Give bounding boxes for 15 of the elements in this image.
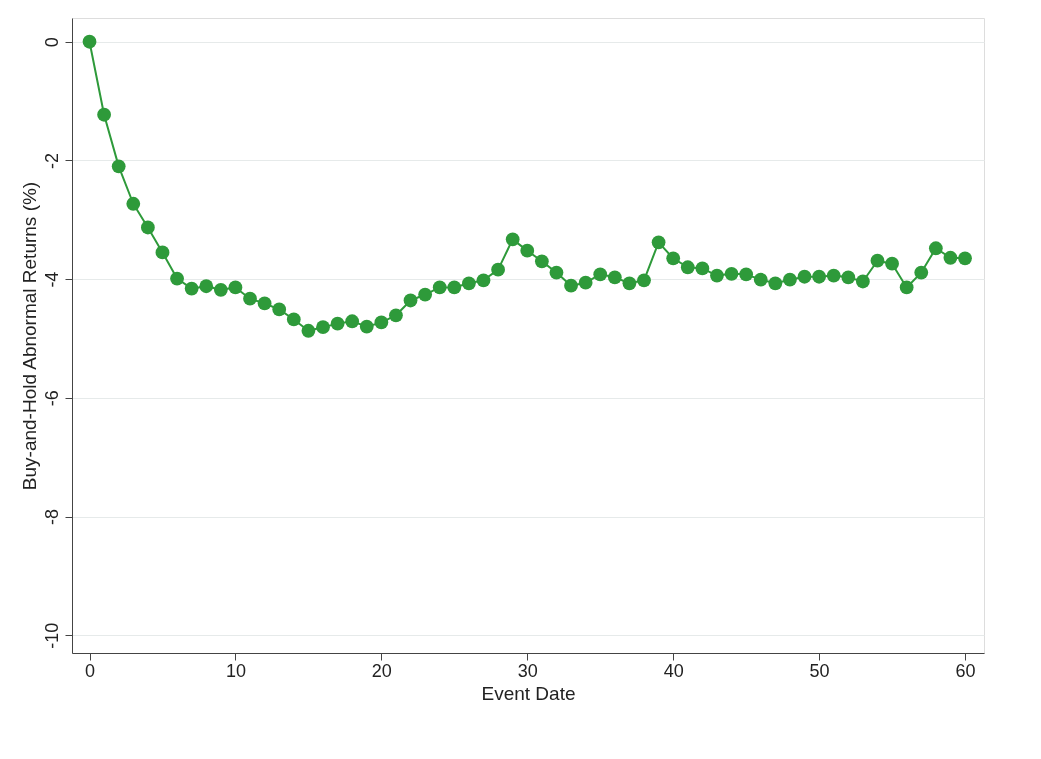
y-tick-label: -6 — [41, 390, 62, 407]
x-tick-label: 10 — [225, 660, 246, 681]
x-tick-label: 60 — [955, 660, 976, 681]
x-tick-label: 50 — [809, 660, 830, 681]
x-tick-label: 30 — [517, 660, 538, 681]
y-tick-label: -4 — [41, 271, 62, 288]
y-tick-label: -10 — [41, 622, 62, 649]
y-axis-title: Buy-and-Hold Abnormal Returns (%) — [18, 181, 40, 491]
y-tick-label: 0 — [41, 37, 62, 48]
y-tick-label: -2 — [41, 152, 62, 169]
y-tick-label: -8 — [41, 509, 62, 526]
x-axis-title: Event Date — [481, 682, 576, 704]
x-tick-label: 40 — [663, 660, 684, 681]
x-tick-label: 20 — [371, 660, 392, 681]
x-tick-label: 0 — [85, 660, 96, 681]
